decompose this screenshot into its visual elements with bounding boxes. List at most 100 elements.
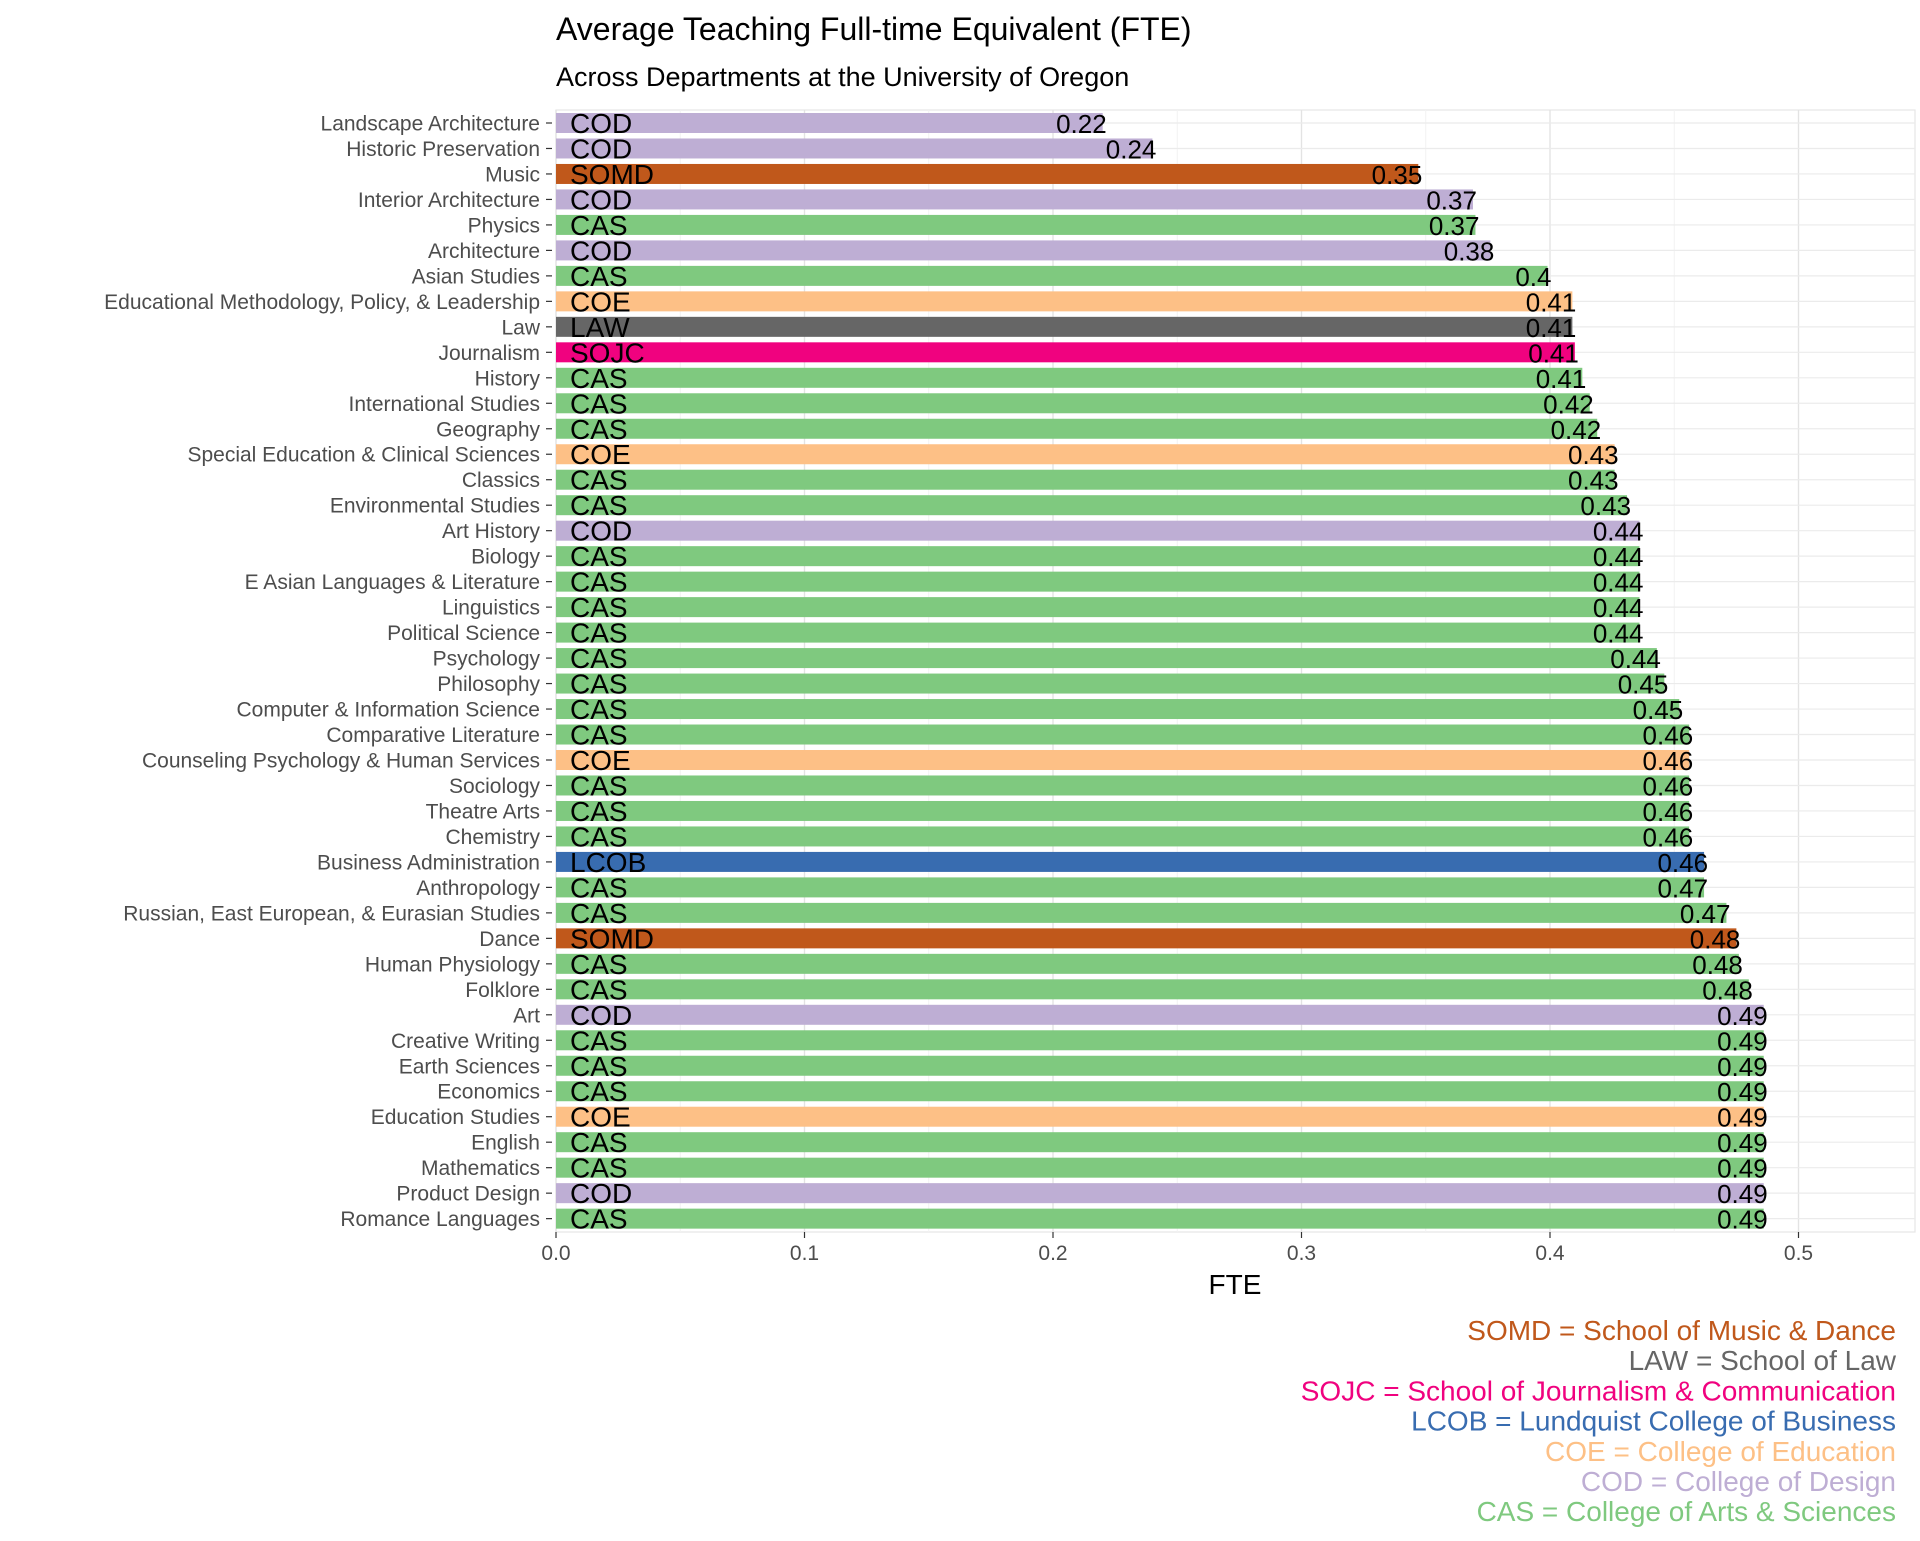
bar-college-label: SOMD xyxy=(570,923,654,954)
y-tick-label: Environmental Studies xyxy=(330,495,540,518)
bar xyxy=(556,1004,1764,1025)
y-tick-label: Comparative Literature xyxy=(326,724,540,747)
bar-college-label: CAS xyxy=(570,898,628,929)
legend-entry: COE = College of Education xyxy=(1545,1436,1896,1467)
bar-value-label: 0.46 xyxy=(1657,848,1708,878)
bar-college-label: CAS xyxy=(570,592,628,623)
bar xyxy=(556,1157,1764,1178)
bar xyxy=(556,393,1590,414)
bar-college-label: COE xyxy=(570,745,631,776)
bar xyxy=(556,469,1615,490)
bars-layer: COD 0.22 COD 0.24 SOMD 0.35 COD 0.37 CAS 0.37 COD 0… xyxy=(556,108,1768,1235)
bar-college-label: CAS xyxy=(570,1051,628,1082)
bar-value-label: 0.41 xyxy=(1526,313,1577,343)
y-tick-label: Sociology xyxy=(449,775,541,798)
bar-value-label: 0.42 xyxy=(1551,415,1602,445)
bar-value-label: 0.49 xyxy=(1717,1052,1768,1082)
x-tick-label: 0.4 xyxy=(1535,1242,1565,1265)
y-tick-label: Product Design xyxy=(396,1183,540,1206)
bar xyxy=(556,622,1640,643)
bar-college-label: COE xyxy=(570,1102,631,1133)
bar-value-label: 0.43 xyxy=(1580,491,1631,521)
bar xyxy=(556,800,1690,821)
bar-value-label: 0.44 xyxy=(1593,542,1644,572)
bar-value-label: 0.46 xyxy=(1643,822,1694,852)
legend-entry: COD = College of Design xyxy=(1581,1466,1896,1497)
bar-college-label: CAS xyxy=(570,669,628,700)
x-tick-label: 0.0 xyxy=(541,1242,570,1265)
bar-value-label: 0.48 xyxy=(1690,924,1741,954)
bar xyxy=(556,928,1737,949)
y-tick-label: Linguistics xyxy=(442,597,540,620)
bar-value-label: 0.24 xyxy=(1106,134,1157,164)
bar-college-label: SOMD xyxy=(570,159,654,190)
bar-college-label: CAS xyxy=(570,363,628,394)
bar-college-label: COD xyxy=(570,184,632,215)
bar-college-label: CAS xyxy=(570,1153,628,1184)
bar-value-label: 0.46 xyxy=(1643,797,1694,827)
bar xyxy=(556,953,1739,974)
bar xyxy=(556,826,1690,847)
y-tick-label: Philosophy xyxy=(437,673,540,696)
bar-value-label: 0.35 xyxy=(1372,160,1423,190)
y-tick-label: International Studies xyxy=(349,393,540,416)
bar xyxy=(556,444,1615,465)
bar xyxy=(556,342,1575,363)
bar-value-label: 0.38 xyxy=(1444,236,1495,266)
legend-entry: SOJC = School of Journalism & Communicat… xyxy=(1301,1375,1896,1406)
bar-college-label: CAS xyxy=(570,949,628,980)
y-tick-label: Dance xyxy=(479,928,540,951)
bar-value-label: 0.49 xyxy=(1717,1179,1768,1209)
bar-value-label: 0.49 xyxy=(1717,1154,1768,1184)
bar-value-label: 0.41 xyxy=(1526,287,1577,317)
y-tick-label: Theatre Arts xyxy=(426,800,540,823)
y-tick-label: Psychology xyxy=(433,648,541,671)
bar xyxy=(556,163,1419,184)
bar xyxy=(556,1183,1764,1204)
bar-value-label: 0.46 xyxy=(1643,721,1694,751)
bar xyxy=(556,1081,1764,1102)
bar-value-label: 0.44 xyxy=(1593,619,1644,649)
chart-title: Average Teaching Full-time Equivalent (F… xyxy=(556,11,1192,47)
bar xyxy=(556,902,1727,923)
bar-value-label: 0.44 xyxy=(1593,517,1644,547)
bar-college-label: CAS xyxy=(570,1076,628,1107)
y-tick-label: Special Education & Clinical Sciences xyxy=(187,444,540,467)
bar xyxy=(556,1106,1764,1127)
y-tick-label: Computer & Information Science xyxy=(237,699,540,722)
bar xyxy=(556,316,1573,337)
bar-value-label: 0.37 xyxy=(1429,211,1480,241)
bar-college-label: CAS xyxy=(570,261,628,292)
bar-value-label: 0.45 xyxy=(1633,695,1684,725)
y-tick-label: Folklore xyxy=(465,979,540,1002)
y-tick-label: Law xyxy=(501,316,540,339)
bar xyxy=(556,138,1153,159)
bar-college-label: LCOB xyxy=(570,847,646,878)
bar-value-label: 0.41 xyxy=(1536,364,1587,394)
bar-value-label: 0.44 xyxy=(1610,644,1661,674)
bar-college-label: COD xyxy=(570,1178,632,1209)
bar xyxy=(556,1208,1764,1229)
bar-college-label: CAS xyxy=(570,567,628,598)
bar-value-label: 0.41 xyxy=(1528,338,1579,368)
bar-college-label: CAS xyxy=(570,720,628,751)
bar xyxy=(556,877,1705,898)
bar xyxy=(556,851,1705,872)
bar xyxy=(556,979,1749,1000)
bar-value-label: 0.45 xyxy=(1618,670,1669,700)
y-tick-label: Russian, East European, & Eurasian Studi… xyxy=(123,902,540,925)
bar xyxy=(556,1030,1764,1051)
bar xyxy=(556,214,1476,235)
y-tick-label: Historic Preservation xyxy=(346,138,540,161)
bar-college-label: CAS xyxy=(570,1204,628,1235)
y-tick-label: Physics xyxy=(468,214,540,237)
bar-value-label: 0.44 xyxy=(1593,568,1644,598)
bar-value-label: 0.47 xyxy=(1657,873,1708,903)
bar xyxy=(556,1132,1764,1153)
bar-college-label: COD xyxy=(570,1000,632,1031)
bar-value-label: 0.46 xyxy=(1643,771,1694,801)
y-tick-label: Political Science xyxy=(387,622,540,645)
bar-college-label: CAS xyxy=(570,796,628,827)
